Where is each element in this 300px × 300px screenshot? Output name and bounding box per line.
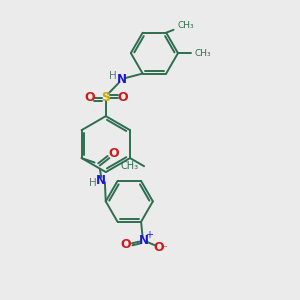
Text: O: O — [84, 92, 95, 104]
Text: O: O — [117, 92, 128, 104]
Text: H: H — [109, 71, 116, 81]
Text: N: N — [139, 233, 149, 247]
Text: N: N — [96, 174, 106, 187]
Text: ⁻: ⁻ — [161, 244, 167, 254]
Text: O: O — [108, 148, 119, 160]
Text: S: S — [101, 92, 110, 104]
Text: +: + — [145, 230, 153, 240]
Text: CH₃: CH₃ — [177, 21, 194, 30]
Text: CH₃: CH₃ — [194, 49, 211, 58]
Text: CH₃: CH₃ — [121, 161, 139, 171]
Text: N: N — [117, 73, 127, 86]
Text: O: O — [121, 238, 131, 251]
Text: H: H — [89, 178, 97, 188]
Text: O: O — [153, 241, 164, 254]
